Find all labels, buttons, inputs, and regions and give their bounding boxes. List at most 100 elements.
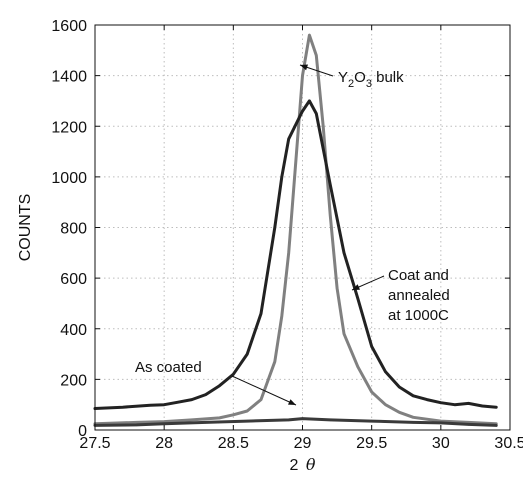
series-point (246, 352, 249, 356)
annotation-y2o3-bulk: Y2O3 bulk (338, 69, 404, 90)
y-tick-label: 400 (60, 322, 87, 339)
series-point (308, 33, 311, 37)
series-point (412, 416, 415, 419)
x-tick-label: 28 (155, 435, 173, 452)
series-point (163, 422, 166, 425)
x-tick-label: 28.5 (218, 435, 249, 452)
series-point (329, 213, 332, 216)
series-point (467, 402, 470, 405)
series-point (273, 360, 276, 363)
axis-ticks (94, 24, 511, 431)
series-point (384, 370, 387, 373)
annotation-y2o3-mid: O (354, 69, 366, 86)
series-point (349, 274, 353, 277)
series-point (301, 74, 304, 77)
series-point (246, 419, 249, 423)
annotation-as-coated-arrow (231, 375, 297, 406)
annotation-coat-line1: Coat and (388, 267, 449, 284)
series-point (246, 409, 249, 413)
y-tick-label: 1200 (51, 119, 87, 136)
series-point (342, 332, 346, 335)
series-point (453, 403, 456, 406)
series-point (335, 287, 339, 290)
series-point (190, 418, 193, 422)
series-point (495, 406, 498, 409)
y-tick-label: 0 (78, 423, 87, 440)
series-point (218, 416, 221, 420)
series-point (204, 421, 207, 424)
series-point (342, 251, 346, 254)
series-point (398, 411, 401, 414)
annotation-coat-annealed: Coat and annealed at 1000C (388, 267, 454, 324)
series-point (121, 406, 124, 409)
series-point (481, 404, 484, 408)
series-point (294, 163, 297, 166)
x-tick-label: 29 (294, 435, 312, 452)
y-tick-label: 1000 (51, 170, 87, 187)
x-axis-label-number: 2 (290, 457, 299, 474)
annotation-y2o3-base: Y (338, 69, 348, 86)
y-tick-label: 800 (60, 221, 87, 238)
series-point (287, 418, 290, 422)
series-point (439, 421, 442, 425)
series-point (301, 109, 304, 113)
series-point (384, 403, 387, 406)
arrowhead-coat (352, 284, 360, 290)
x-axis-label: 2 θ (290, 455, 316, 474)
x-tick-label: 30.5 (494, 435, 523, 452)
y-tick-label: 1600 (51, 18, 87, 35)
series-point (149, 404, 152, 407)
x-axis-label-theta: θ (306, 455, 316, 474)
series-point (356, 297, 359, 300)
series-point (190, 398, 193, 401)
annotation-y2o3-sub1: 2 (348, 78, 354, 90)
series-point (232, 373, 235, 376)
series-point (308, 99, 311, 103)
series-point (135, 421, 138, 424)
arrowhead-y2o3 (300, 64, 308, 71)
series-point (163, 403, 166, 406)
series-point (322, 125, 325, 128)
series-point (495, 424, 498, 427)
series-point (259, 312, 263, 315)
annotation-y2o3-sub2: 3 (366, 78, 372, 90)
x-tick-label: 30 (432, 435, 450, 452)
series-point (370, 419, 373, 423)
series-point (259, 398, 263, 401)
series-point (315, 112, 318, 115)
series-point (329, 418, 332, 422)
y-tick-label: 1400 (51, 69, 87, 86)
annotation-coat-line2: annealed (388, 287, 450, 304)
series-point (287, 251, 290, 254)
series-point (273, 226, 276, 229)
x-tick-labels: 27.5 28 28.5 29 29.5 30 30.5 (79, 435, 523, 452)
series-point (232, 413, 235, 416)
y-tick-label: 200 (60, 372, 87, 389)
annotation-coat-line3: at 1000C (388, 307, 449, 324)
series-layer (93, 33, 498, 427)
y-tick-label: 600 (60, 271, 87, 288)
y-axis-label: COUNTS (17, 194, 34, 262)
series-point (280, 314, 283, 318)
series-point (356, 365, 359, 368)
annotation-y2o3-rest: bulk (372, 69, 404, 86)
series-point (301, 417, 304, 420)
series-point (398, 385, 401, 389)
series-point (412, 421, 415, 424)
series-point (329, 183, 332, 186)
series-point (412, 394, 415, 397)
annotation-as-coated: As coated (135, 359, 202, 376)
series-point (176, 401, 180, 404)
arrowhead-as-coated (288, 399, 296, 405)
series-point (280, 175, 283, 179)
series-point (135, 423, 138, 427)
series-point (467, 423, 470, 426)
x-tick-label: 29.5 (356, 435, 387, 452)
series-point (370, 390, 373, 394)
series-point (218, 384, 221, 387)
series-point (315, 54, 318, 57)
y-tick-labels: 0 200 400 600 800 1000 1200 1400 1600 (51, 18, 87, 440)
series-point (287, 137, 290, 141)
x-tick-label: 27.5 (79, 435, 110, 452)
